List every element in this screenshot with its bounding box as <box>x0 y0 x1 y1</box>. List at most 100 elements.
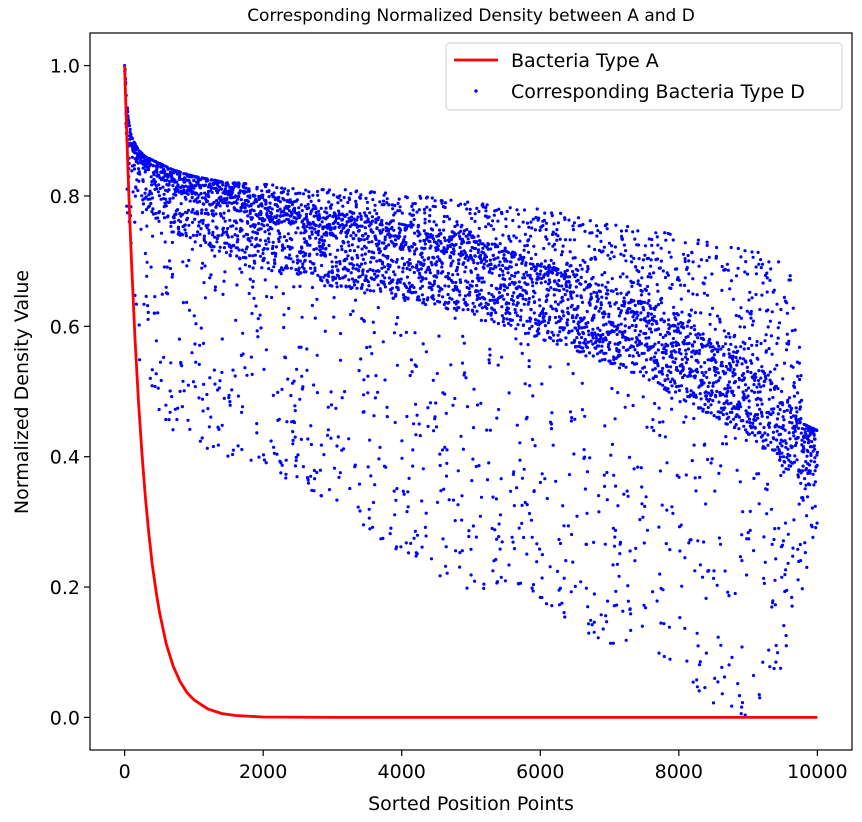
scatter-point <box>692 416 696 421</box>
scatter-point <box>576 216 581 220</box>
scatter-point <box>542 314 546 318</box>
scatter-point <box>270 295 274 300</box>
scatter-point <box>412 252 417 256</box>
scatter-point <box>301 465 305 469</box>
scatter-point <box>294 220 298 224</box>
scatter-point <box>422 229 426 233</box>
scatter-point <box>462 261 466 265</box>
scatter-point <box>173 220 177 224</box>
scatter-point <box>486 312 490 316</box>
scatter-point <box>318 216 322 220</box>
scatter-point <box>756 357 760 361</box>
scatter-point <box>705 343 710 347</box>
scatter-point <box>691 391 696 395</box>
scatter-point <box>634 362 639 366</box>
scatter-point <box>202 202 206 206</box>
scatter-point <box>653 367 657 371</box>
scatter-point <box>631 230 635 234</box>
scatter-point <box>566 318 570 322</box>
scatter-point <box>781 424 785 428</box>
scatter-point <box>207 425 211 429</box>
scatter-point <box>782 409 786 413</box>
scatter-point <box>281 268 285 272</box>
scatter-point <box>781 403 785 407</box>
scatter-point <box>429 557 434 561</box>
scatter-point <box>633 303 637 307</box>
scatter-point <box>148 197 152 201</box>
scatter-point <box>624 259 628 263</box>
scatter-point <box>382 241 386 245</box>
scatter-point <box>669 255 673 259</box>
scatter-point <box>165 178 169 182</box>
scatter-point <box>359 357 363 361</box>
scatter-point <box>796 374 800 378</box>
scatter-point <box>567 330 572 334</box>
scatter-point <box>639 329 643 333</box>
scatter-point <box>205 392 209 397</box>
scatter-point <box>511 472 515 476</box>
scatter-point <box>503 277 507 281</box>
scatter-point <box>684 473 688 477</box>
scatter-point <box>624 229 629 233</box>
scatter-point <box>261 193 265 197</box>
scatter-point <box>543 280 548 284</box>
scatter-point <box>666 273 671 277</box>
scatter-point <box>169 173 174 177</box>
scatter-point <box>751 319 756 323</box>
scatter-point <box>200 436 204 440</box>
scatter-point <box>432 297 436 301</box>
scatter-point <box>682 326 686 330</box>
scatter-point <box>355 189 359 193</box>
scatter-point <box>587 631 591 635</box>
scatter-point <box>154 211 158 215</box>
scatter-point <box>399 333 403 337</box>
scatter-point <box>586 605 590 609</box>
scatter-point <box>613 528 618 533</box>
scatter-point <box>543 259 547 263</box>
scatter-point <box>464 265 468 269</box>
scatter-point <box>646 301 650 305</box>
scatter-point <box>523 276 527 280</box>
scatter-point <box>185 264 189 268</box>
scatter-point <box>493 301 497 305</box>
scatter-point <box>193 217 197 221</box>
scatter-point <box>286 189 290 193</box>
scatter-point <box>288 253 292 257</box>
scatter-point <box>156 190 160 194</box>
scatter-point <box>362 238 366 242</box>
scatter-point <box>217 386 221 390</box>
scatter-point <box>186 208 191 212</box>
scatter-point <box>784 445 788 449</box>
scatter-point <box>439 232 443 236</box>
scatter-point <box>277 195 281 199</box>
scatter-point <box>411 208 415 212</box>
scatter-point <box>260 189 264 193</box>
scatter-point <box>405 196 409 200</box>
scatter-point <box>534 318 538 322</box>
scatter-point <box>325 215 330 219</box>
scatter-point <box>491 495 495 499</box>
scatter-point <box>338 358 343 362</box>
scatter-point <box>604 285 608 289</box>
scatter-point <box>258 217 262 221</box>
scatter-point <box>599 239 603 243</box>
scatter-point <box>209 273 213 277</box>
scatter-point <box>748 528 752 533</box>
scatter-point <box>253 223 257 227</box>
scatter-point <box>261 196 265 200</box>
scatter-point <box>635 310 639 314</box>
scatter-point <box>655 359 659 363</box>
scatter-point <box>548 265 552 269</box>
scatter-point <box>353 298 358 302</box>
scatter-point <box>718 320 722 324</box>
scatter-point <box>451 498 456 502</box>
scatter-point <box>353 283 357 287</box>
scatter-point <box>407 287 412 291</box>
scatter-point <box>280 387 284 391</box>
scatter-point <box>443 239 447 243</box>
scatter-point <box>298 214 302 218</box>
scatter-point <box>797 502 801 506</box>
scatter-point <box>167 259 172 263</box>
scatter-point <box>621 334 625 338</box>
scatter-point <box>803 487 807 491</box>
